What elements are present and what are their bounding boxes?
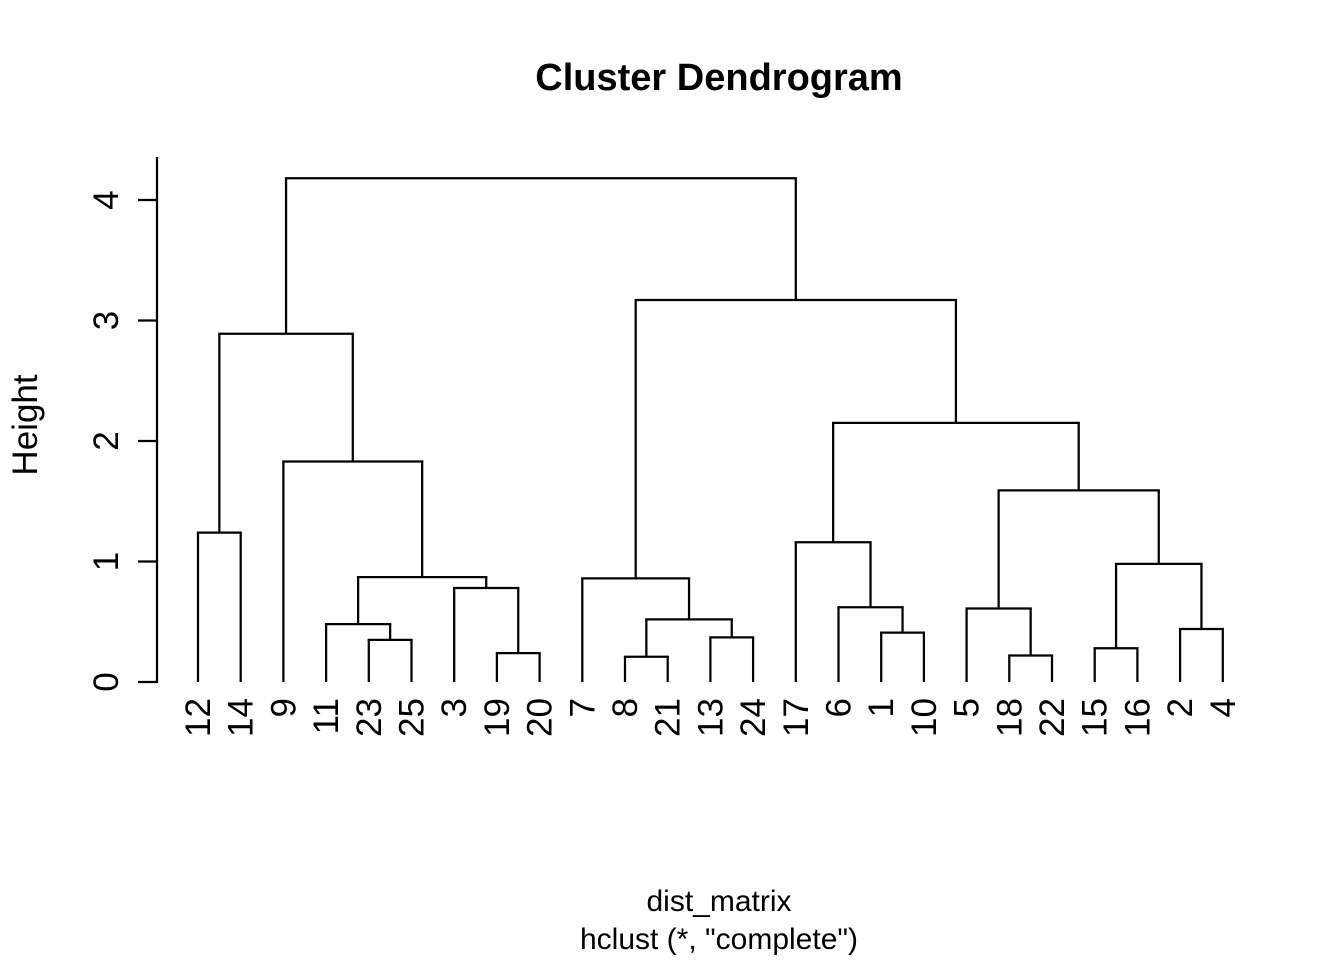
leaf-label: 6 — [820, 698, 859, 717]
caption-xlab: dist_matrix — [646, 885, 791, 918]
leaf-label: 2 — [1161, 698, 1200, 717]
leaf-label: 11 — [307, 698, 346, 734]
leaf-label: 18 — [990, 698, 1029, 737]
dendrogram-tree — [196, 177, 1224, 682]
leaf-label: 5 — [948, 698, 987, 717]
plot-title: Cluster Dendrogram — [535, 57, 902, 99]
leaf-label: 23 — [350, 698, 389, 737]
leaf-labels: 12 14 9 11 23 25 3 19 20 7 8 21 13 24 17 6 1 10 5 18 22 15 16 2… — [179, 698, 1243, 737]
leaf-label: 19 — [478, 698, 517, 737]
leaf-label: 8 — [606, 698, 645, 717]
leaf-label: 7 — [563, 698, 602, 717]
leaf-label: 20 — [521, 698, 560, 737]
leaf-label: 17 — [777, 698, 816, 737]
leaf-label: 1 — [862, 698, 901, 717]
leaf-label: 4 — [1204, 698, 1243, 717]
leaf-label: 24 — [734, 698, 773, 737]
y-axis: 0 1 2 3 4 — [87, 157, 159, 692]
y-axis-title: Height — [6, 374, 45, 475]
leaf-label: 21 — [649, 698, 688, 737]
leaf-label: 10 — [905, 698, 944, 737]
leaf-label: 3 — [435, 698, 474, 717]
leaf-label: 12 — [179, 698, 218, 737]
leaf-label: 16 — [1118, 698, 1157, 737]
y-tick-label: 0 — [87, 672, 126, 691]
y-tick-label: 2 — [87, 431, 126, 450]
leaf-label: 25 — [393, 698, 432, 737]
y-tick-label: 4 — [87, 190, 126, 209]
leaf-label: 13 — [691, 698, 730, 737]
leaf-label: 22 — [1033, 698, 1072, 737]
y-tick-label: 3 — [87, 311, 126, 330]
leaf-label: 14 — [222, 698, 261, 737]
leaf-label: 9 — [264, 698, 303, 717]
leaf-label: 15 — [1076, 698, 1115, 737]
y-tick-label: 1 — [87, 552, 126, 571]
caption-sub: hclust (*, "complete") — [580, 923, 858, 956]
